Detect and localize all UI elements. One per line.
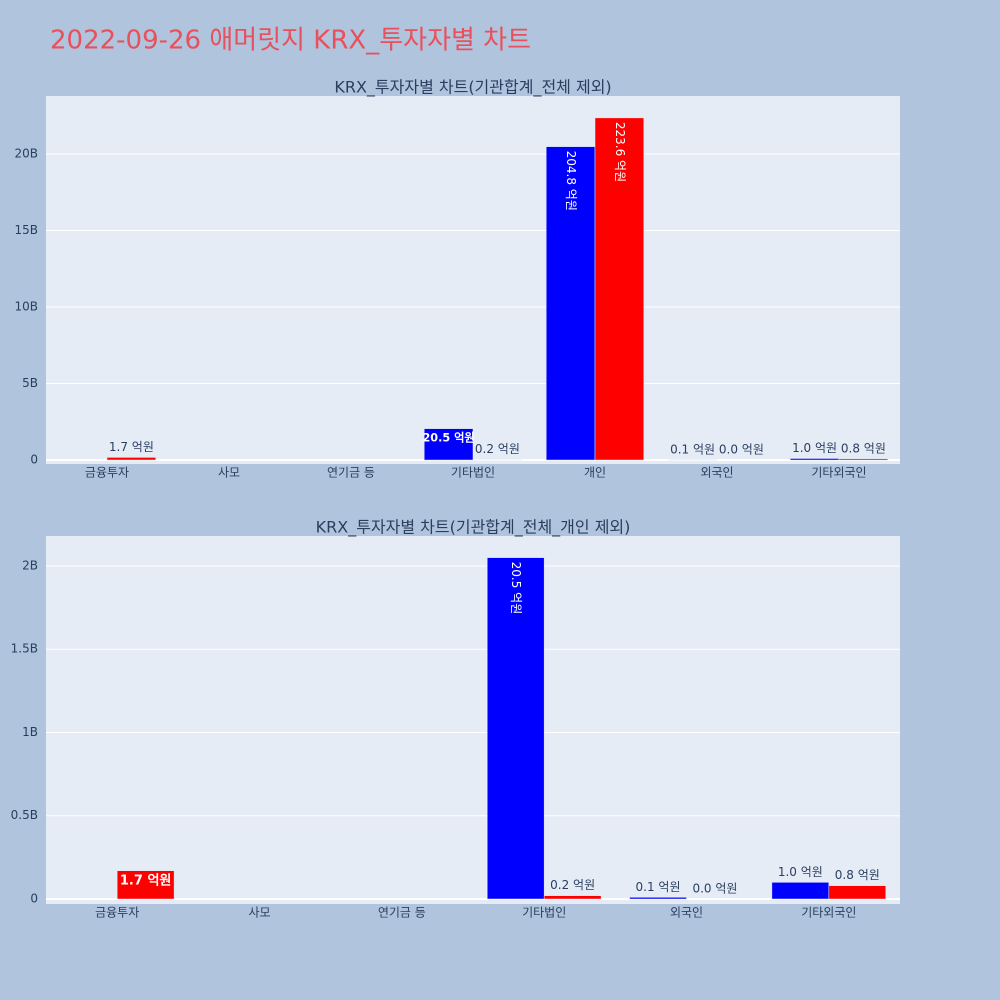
value-label: 0.0 억원 — [692, 882, 737, 896]
plot-area — [46, 96, 900, 464]
chart-title: KRX_투자자별 차트(기관합계_전체 제외) — [334, 78, 611, 98]
x-tick-label: 사모 — [218, 466, 240, 480]
value-label: 1.0 억원 — [792, 441, 837, 455]
x-tick-label: 기타외국인 — [801, 906, 856, 920]
value-label: 1.7 억원 — [109, 440, 154, 454]
x-tick-label: 개인 — [584, 466, 606, 480]
value-label: 20.5 억원 — [422, 430, 474, 444]
x-tick-label: 기타법인 — [451, 466, 495, 480]
bar — [594, 117, 645, 461]
y-tick-label: 0 — [30, 453, 38, 467]
value-label: 0.1 억원 — [636, 880, 681, 894]
value-label: 1.7 억원 — [120, 874, 171, 889]
bar — [543, 895, 602, 900]
bar — [828, 885, 887, 900]
value-label: 0.1 억원 — [670, 442, 715, 456]
y-tick-label: 0 — [30, 892, 38, 906]
value-label: 20.5 억원 — [509, 562, 523, 615]
y-tick-label: 15B — [14, 223, 38, 237]
bar — [106, 457, 157, 461]
y-tick-label: 10B — [14, 300, 38, 314]
bar — [486, 557, 545, 900]
y-tick-label: 1B — [22, 725, 38, 739]
x-tick-label: 금융투자 — [95, 906, 139, 920]
x-tick-label: 기타법인 — [522, 906, 566, 920]
bar — [545, 146, 596, 461]
value-label: 0.8 억원 — [835, 868, 880, 882]
x-tick-label: 사모 — [248, 906, 270, 920]
x-tick-label: 외국인 — [670, 906, 703, 920]
x-tick-label: 외국인 — [700, 466, 733, 480]
plot-area — [46, 536, 900, 904]
value-label: 0.0 억원 — [719, 443, 764, 457]
bar — [838, 458, 889, 461]
value-label: 0.8 억원 — [841, 441, 886, 455]
x-tick-label: 연기금 등 — [378, 906, 426, 920]
value-label: 0.2 억원 — [550, 878, 595, 892]
page-title: 2022-09-26 애머릿지 KRX_투자자별 차트 — [50, 26, 531, 56]
chart-title: KRX_투자자별 차트(기관합계_전체_개인 제외) — [316, 518, 631, 538]
y-tick-label: 20B — [14, 146, 38, 160]
bar — [116, 870, 175, 900]
x-tick-label: 기타외국인 — [811, 466, 866, 480]
value-label: 1.0 억원 — [778, 865, 823, 879]
bar — [771, 882, 830, 900]
bar — [629, 897, 687, 900]
value-label: 204.8 억원 — [564, 151, 578, 211]
y-tick-label: 2B — [22, 558, 38, 572]
x-tick-label: 금융투자 — [85, 466, 129, 480]
bar — [423, 428, 474, 461]
x-tick-label: 연기금 등 — [327, 466, 375, 480]
value-label: 223.6 억원 — [613, 122, 627, 182]
y-tick-label: 1.5B — [11, 642, 38, 656]
bar — [789, 458, 840, 461]
y-tick-label: 0.5B — [11, 808, 38, 822]
y-tick-label: 5B — [22, 376, 38, 390]
value-label: 0.2 억원 — [475, 442, 520, 456]
